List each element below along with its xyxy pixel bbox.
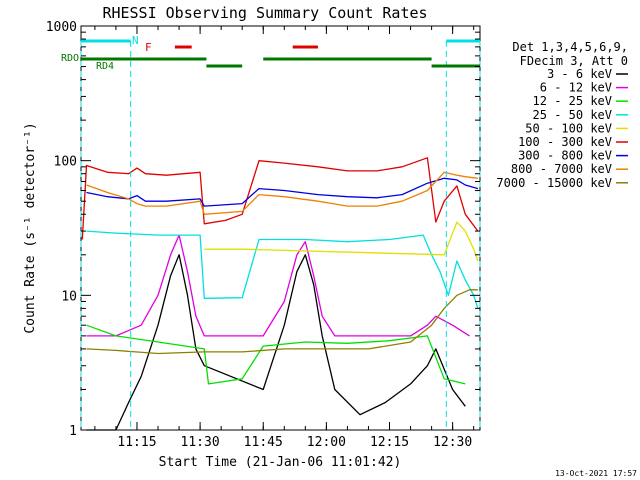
series-line-8 bbox=[86, 289, 478, 355]
axes: 11:15 11:30 11:45 12:00 12:15 12:30 1 10 100 1000 bbox=[46, 20, 480, 450]
legend-header-line-2: FDecim 3, Att 0 bbox=[520, 54, 628, 68]
series-line-0 bbox=[86, 254, 466, 431]
legend-label-1: 6 - 12 keV bbox=[540, 81, 612, 95]
y-tick-label-3: 1000 bbox=[46, 20, 77, 35]
rd0-label: RDO bbox=[61, 53, 79, 64]
legend-label-0: 3 - 6 keV bbox=[547, 67, 612, 81]
legend-label-6: 300 - 800 keV bbox=[518, 149, 612, 163]
legend-label-8: 7000 - 15000 keV bbox=[496, 176, 612, 190]
series-line-1 bbox=[86, 234, 470, 337]
legend-label-3: 25 - 50 keV bbox=[533, 108, 612, 122]
legend-label-2: 12 - 25 keV bbox=[533, 94, 612, 108]
series-line-3 bbox=[86, 230, 479, 309]
legend-header-line-1: Det 1,3,4,5,6,9, bbox=[512, 40, 628, 54]
series-line-4 bbox=[204, 221, 479, 262]
legend-label-5: 100 - 300 keV bbox=[518, 135, 612, 149]
y-tick-label-2: 100 bbox=[54, 155, 77, 170]
y-tick-label-0: 1 bbox=[69, 424, 77, 439]
series-line-2 bbox=[86, 324, 466, 385]
series-line-5 bbox=[81, 157, 479, 240]
flare-label: F bbox=[145, 41, 152, 54]
footer-date: 13-Oct-2021 17:57 bbox=[555, 469, 637, 478]
flag-bars: NF RDO RD4 bbox=[61, 34, 481, 430]
series-line-7 bbox=[86, 171, 478, 215]
x-tick-label-4: 12:15 bbox=[370, 435, 409, 450]
x-tick-label-0: 11:15 bbox=[117, 435, 156, 450]
plot-frame bbox=[80, 25, 481, 431]
x-tick-label-5: 12:30 bbox=[433, 435, 472, 450]
night-label: N bbox=[132, 34, 139, 47]
y-axis-label: Count Rate (s⁻¹ detector⁻¹) bbox=[23, 122, 38, 333]
legend-label-4: 50 - 100 keV bbox=[525, 121, 612, 135]
data-gap-layer bbox=[204, 27, 447, 429]
legend-label-7: 800 - 7000 keV bbox=[511, 162, 612, 176]
x-tick-label-3: 12:00 bbox=[307, 435, 346, 450]
x-axis-label: Start Time (21-Jan-06 11:01:42) bbox=[159, 455, 402, 470]
series-layer bbox=[81, 157, 479, 431]
x-tick-label-2: 11:45 bbox=[244, 435, 283, 450]
data-gap-1 bbox=[429, 27, 447, 429]
data-gap-0 bbox=[204, 27, 262, 429]
chart-title: RHESSI Observing Summary Count Rates bbox=[102, 4, 427, 22]
series-line-6 bbox=[86, 177, 479, 207]
y-tick-label-1: 10 bbox=[61, 289, 77, 304]
x-tick-label-1: 11:30 bbox=[181, 435, 220, 450]
rd4-label: RD4 bbox=[96, 61, 114, 72]
